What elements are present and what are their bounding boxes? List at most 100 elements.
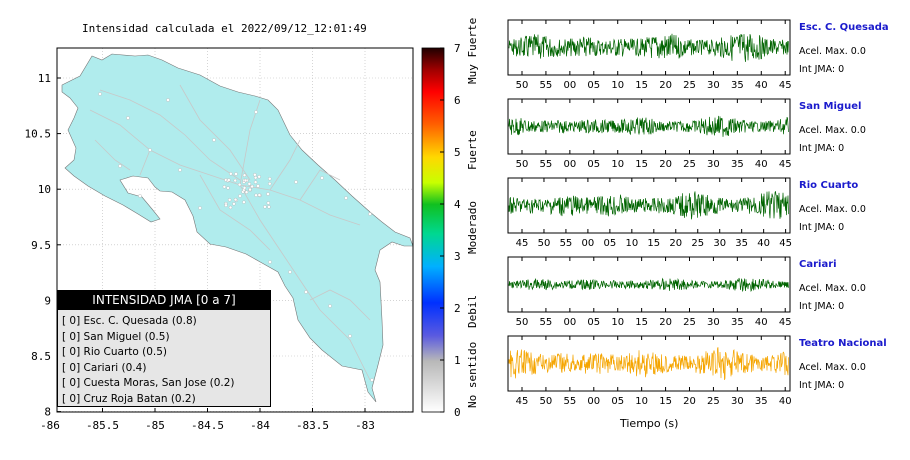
station-name: Rio Cuarto (799, 180, 859, 191)
station-dot (294, 180, 298, 184)
station-dot (212, 138, 216, 142)
waveform-tick: 20 (669, 238, 682, 249)
map-x-tick: -83 (355, 419, 375, 432)
station-dot (266, 201, 270, 205)
waveform-tick: 50 (540, 396, 553, 407)
waveform-panel: 45 50 55 00 05 10 15 20 25 30 35 40 45 (507, 177, 792, 249)
station-dot (166, 98, 170, 102)
station-dot (320, 176, 324, 180)
colorbar-tick: 5 (454, 146, 461, 159)
station-dot (233, 197, 238, 202)
waveform-tick: 45 (516, 396, 529, 407)
colorbar-label: Debil (466, 295, 479, 328)
station-dot (226, 186, 230, 190)
waveform-tick: 00 (563, 159, 576, 170)
waveform-panel: 50 55 00 05 10 15 20 25 30 35 40 45 (507, 256, 792, 328)
station-dot (248, 187, 252, 192)
station-jma: Int JMA: 0 (799, 222, 845, 233)
legend-item: [ 0] Rio Cuarto (0.5) (62, 346, 168, 359)
station-dot (254, 110, 258, 114)
station-name: Teatro Nacional (799, 338, 887, 349)
legend-item: [ 0] Cariari (0.4) (62, 361, 147, 374)
colorbar-label: Fuerte (466, 130, 479, 170)
waveform-tick: 10 (635, 396, 648, 407)
station-dot (257, 193, 262, 197)
colorbar-tick: 4 (454, 198, 461, 211)
station-dot (229, 172, 233, 176)
waveform-tick: 45 (779, 80, 792, 91)
station-dot (238, 194, 242, 198)
waveform-panel: 45 50 55 00 05 10 15 20 25 30 35 40 (507, 335, 792, 407)
waveform-tick: 35 (755, 396, 768, 407)
waveform-tick: 45 (779, 238, 792, 249)
waveform-tick: 15 (659, 396, 672, 407)
waveform-tick: 00 (563, 317, 576, 328)
waveform-tick: 25 (691, 238, 704, 249)
waveform-trace (508, 33, 789, 62)
colorbar-tick: 7 (454, 42, 461, 55)
station-accel: Acel. Max. 0.0 (799, 46, 866, 57)
waveform-tick: 20 (659, 159, 672, 170)
colorbar-tick: 0 (454, 406, 461, 419)
station-dot (242, 200, 246, 204)
waveform-tick: 50 (516, 159, 529, 170)
station-dot (250, 184, 254, 189)
waveform-panel: 50 55 00 05 10 15 20 25 30 35 40 45 (507, 19, 792, 91)
map-y-tick: 9 (44, 294, 51, 307)
time-axis-label: Tiempo (s) (620, 417, 679, 430)
waveform-tick: 35 (731, 159, 744, 170)
waveform-trace (508, 347, 789, 381)
map-y-tick: 8 (44, 406, 51, 419)
waveform-tick: 25 (683, 317, 696, 328)
station-dot (98, 92, 102, 96)
station-dot (257, 175, 261, 179)
station-accel: Acel. Max. 0.0 (799, 204, 866, 215)
colorbar-label: Moderado (466, 201, 479, 254)
waveform-tick: 20 (659, 317, 672, 328)
station-dot (244, 190, 249, 194)
waveform-tick: 15 (635, 317, 648, 328)
waveform-tick: 55 (540, 159, 553, 170)
station-dots (98, 92, 374, 382)
waveform-tick: 10 (611, 317, 624, 328)
station-dot (233, 178, 237, 183)
station-dot (247, 182, 252, 186)
waveform-panels: 50 55 00 05 10 15 20 25 30 35 40 45 50 55 00 05 10 15 20 25… (507, 19, 792, 407)
waveform-tick: 55 (560, 238, 573, 249)
waveform-tick: 25 (707, 396, 720, 407)
station-dot (268, 260, 272, 264)
colorbar-tick: 1 (454, 354, 461, 367)
map-y-tick: 11 (38, 72, 51, 85)
waveform-tick: 05 (587, 317, 600, 328)
station-jma: Int JMA: 0 (799, 301, 845, 312)
waveform-tick: 30 (707, 317, 720, 328)
colorbar-tick: 2 (454, 302, 461, 315)
map-frame (56, 47, 414, 413)
waveform-tick: 50 (516, 317, 529, 328)
waveform-tick: 30 (707, 80, 720, 91)
station-dot (234, 172, 238, 176)
waveform-tick: 05 (587, 159, 600, 170)
colorbar-label: No sentido (466, 342, 479, 408)
legend-list: [ 0] Esc. C. Quesada (0.8) [ 0] San Migue… (58, 310, 270, 408)
waveform-tick: 40 (755, 317, 768, 328)
station-accel: Acel. Max. 0.0 (799, 283, 866, 294)
legend-title: INTENSIDAD JMA [0 a 7] (58, 291, 270, 310)
waveform-tick: 10 (625, 238, 638, 249)
station-dot (256, 184, 260, 188)
waveform-tick: 05 (611, 396, 624, 407)
waveform-tick: 00 (563, 80, 576, 91)
legend-item: [ 0] Cuesta Moras, San Jose (0.2) (62, 377, 235, 390)
waveform-tick: 20 (659, 80, 672, 91)
station-jma: Int JMA: 0 (799, 143, 845, 154)
station-dot (344, 196, 348, 200)
station-dot (348, 334, 352, 338)
station-dot (237, 182, 242, 187)
intensity-colorbar (421, 47, 445, 413)
waveform-tick: 15 (647, 238, 660, 249)
station-dot (253, 180, 258, 184)
station-dot (253, 176, 258, 180)
intensity-legend: INTENSIDAD JMA [0 a 7] [ 0] Esc. C. Ques… (57, 290, 271, 407)
waveform-tick: 05 (587, 80, 600, 91)
waveform-tick: 30 (731, 396, 744, 407)
